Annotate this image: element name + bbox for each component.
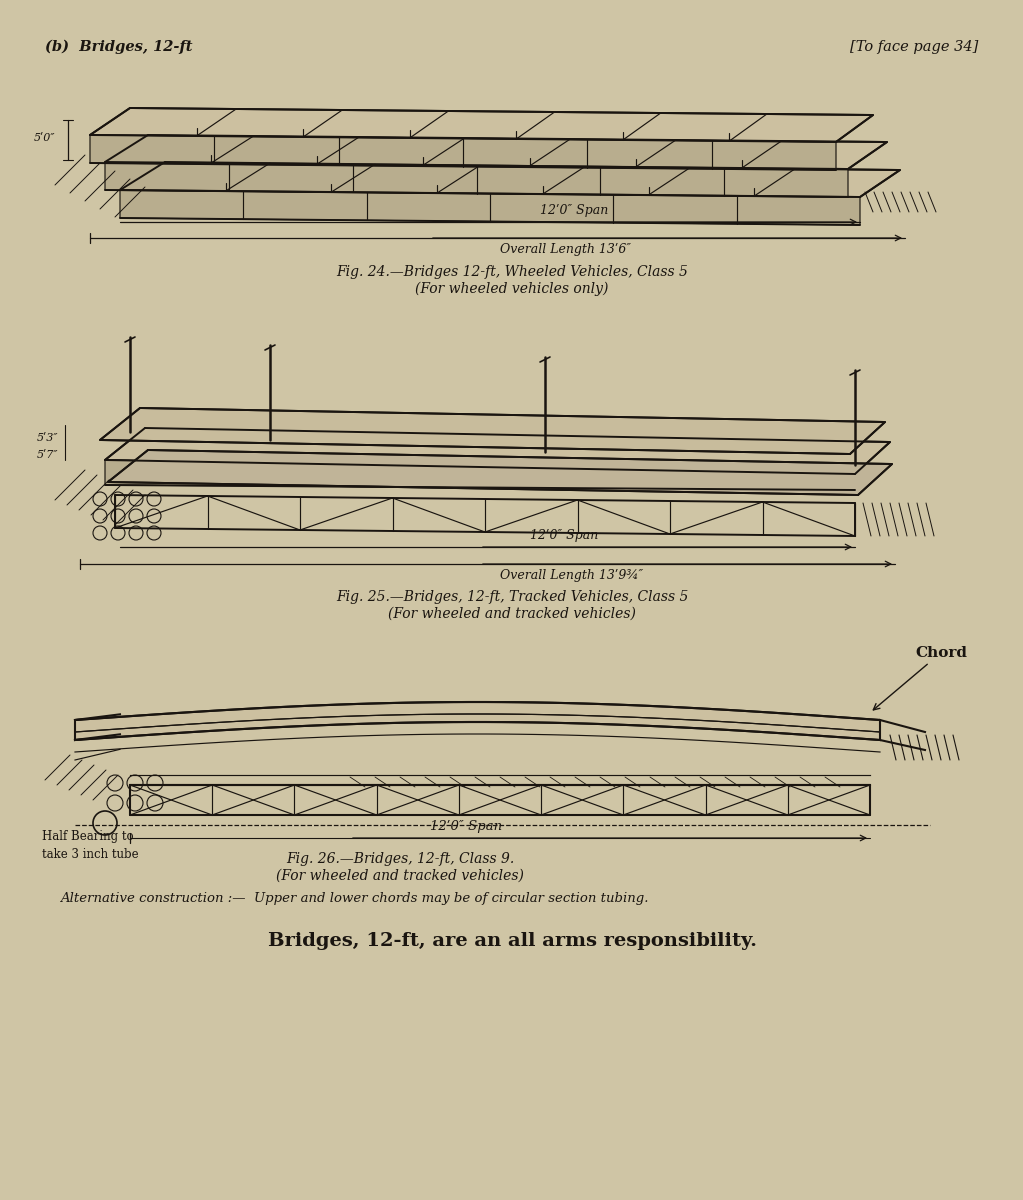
Text: [To face page 34]: [To face page 34] [850, 40, 978, 54]
Text: 5ʹ3″: 5ʹ3″ [37, 433, 58, 443]
Text: (For wheeled and tracked vehicles): (For wheeled and tracked vehicles) [276, 869, 524, 883]
Polygon shape [105, 162, 848, 197]
Text: Fig. 24.—Bridges 12-ft, Wheeled Vehicles, Class 5: Fig. 24.—Bridges 12-ft, Wheeled Vehicles… [337, 265, 687, 278]
Text: Fig. 25.—Bridges, 12-ft, Tracked Vehicles, Class 5: Fig. 25.—Bridges, 12-ft, Tracked Vehicle… [336, 590, 688, 604]
Text: 12ʹ0″ Span: 12ʹ0″ Span [430, 820, 502, 833]
Text: (b)  Bridges, 12-ft: (b) Bridges, 12-ft [45, 40, 192, 54]
Text: 5ʹ0″: 5ʹ0″ [34, 133, 55, 143]
Text: 12ʹ0″ Span: 12ʹ0″ Span [530, 529, 598, 542]
Polygon shape [100, 408, 885, 454]
Polygon shape [90, 134, 836, 170]
Text: 5ʹ7″: 5ʹ7″ [37, 450, 58, 460]
Text: Alternative construction :—  Upper and lower chords may be of circular section t: Alternative construction :— Upper and lo… [60, 892, 649, 905]
Text: Overall Length 13ʹ9¾″: Overall Length 13ʹ9¾″ [500, 569, 643, 582]
Text: Overall Length 13ʹ6″: Overall Length 13ʹ6″ [500, 242, 631, 256]
Polygon shape [105, 460, 855, 490]
Text: 12ʹ0″ Span: 12ʹ0″ Span [540, 204, 609, 217]
Text: Bridges, 12-ft, are an all arms responsibility.: Bridges, 12-ft, are an all arms responsi… [267, 932, 756, 950]
Text: Fig. 26.—Bridges, 12-ft, Class 9.: Fig. 26.—Bridges, 12-ft, Class 9. [285, 852, 515, 866]
Polygon shape [105, 134, 887, 169]
Polygon shape [120, 162, 900, 197]
Polygon shape [108, 450, 892, 494]
Text: Half Bearing to
take 3 inch tube: Half Bearing to take 3 inch tube [42, 830, 139, 862]
Polygon shape [75, 702, 880, 740]
Text: Chord: Chord [874, 646, 967, 710]
Polygon shape [120, 190, 860, 226]
Text: (For wheeled and tracked vehicles): (For wheeled and tracked vehicles) [388, 607, 636, 622]
Polygon shape [90, 108, 873, 142]
Text: (For wheeled vehicles only): (For wheeled vehicles only) [415, 282, 609, 296]
Polygon shape [105, 428, 890, 474]
